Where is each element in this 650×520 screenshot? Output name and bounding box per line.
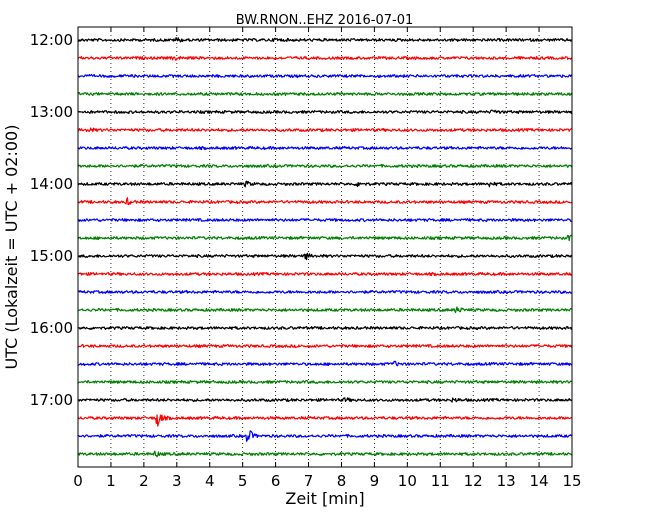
x-tick-label: 4 bbox=[205, 472, 215, 490]
y-tick-label: 14:00 bbox=[30, 175, 73, 193]
trace-line bbox=[77, 73, 573, 79]
axis-ticks bbox=[77, 27, 573, 467]
trace-line bbox=[77, 217, 573, 223]
trace-line bbox=[77, 414, 573, 427]
trace-line bbox=[77, 343, 573, 349]
trace-line bbox=[77, 197, 573, 206]
y-axis-label: UTC (Lokalzeit = UTC + 02:00) bbox=[2, 125, 21, 370]
trace-line bbox=[77, 397, 573, 403]
y-tick-label: 17:00 bbox=[30, 391, 73, 409]
x-tick-label: 9 bbox=[370, 472, 380, 490]
trace-line bbox=[77, 145, 573, 151]
x-tick-label: 0 bbox=[73, 472, 83, 490]
grid-lines bbox=[110, 27, 540, 467]
trace-line bbox=[77, 450, 573, 458]
y-tick-label: 15:00 bbox=[30, 247, 73, 265]
trace-line bbox=[77, 109, 573, 115]
x-tick-label: 2 bbox=[139, 472, 149, 490]
x-tick-label: 5 bbox=[238, 472, 248, 490]
trace-line bbox=[77, 379, 573, 385]
x-axis-label: Zeit [min] bbox=[285, 489, 364, 508]
x-tick-label: 14 bbox=[530, 472, 549, 490]
trace-line bbox=[77, 289, 573, 295]
trace-line bbox=[77, 55, 573, 61]
trace-line bbox=[77, 306, 573, 314]
trace-line bbox=[77, 430, 573, 442]
x-tick-label: 1 bbox=[106, 472, 116, 490]
trace-line bbox=[77, 252, 573, 261]
trace-line bbox=[77, 163, 573, 169]
x-tick-label: 3 bbox=[172, 472, 182, 490]
x-tick-label: 15 bbox=[562, 472, 581, 490]
x-tick-label: 6 bbox=[271, 472, 281, 490]
trace-line bbox=[77, 127, 573, 133]
trace-line bbox=[77, 234, 573, 242]
trace-line bbox=[77, 180, 573, 188]
y-tick-label: 16:00 bbox=[30, 319, 73, 337]
y-tick-label: 12:00 bbox=[30, 31, 73, 49]
trace-line bbox=[77, 325, 573, 331]
x-tick-label: 11 bbox=[431, 472, 450, 490]
trace-line bbox=[77, 37, 573, 43]
trace-line bbox=[77, 271, 573, 277]
y-tick-label: 13:00 bbox=[30, 103, 73, 121]
x-tick-label: 10 bbox=[398, 472, 417, 490]
x-tick-labels: 0 1 2 3 4 5 6 7 8 9 10 11 12 13 14 15 bbox=[73, 472, 581, 490]
y-tick-labels: 12:00 13:00 14:00 15:00 16:00 17:00 bbox=[30, 31, 73, 409]
trace-line bbox=[77, 91, 573, 97]
x-tick-label: 12 bbox=[464, 472, 483, 490]
trace-lines bbox=[77, 37, 573, 458]
x-tick-label: 7 bbox=[304, 472, 314, 490]
plot-frame bbox=[77, 26, 573, 468]
x-tick-label: 8 bbox=[337, 472, 347, 490]
trace-line bbox=[77, 360, 573, 367]
x-tick-label: 13 bbox=[497, 472, 516, 490]
chart-title: BW.RNON..EHZ 2016-07-01 bbox=[236, 13, 414, 28]
